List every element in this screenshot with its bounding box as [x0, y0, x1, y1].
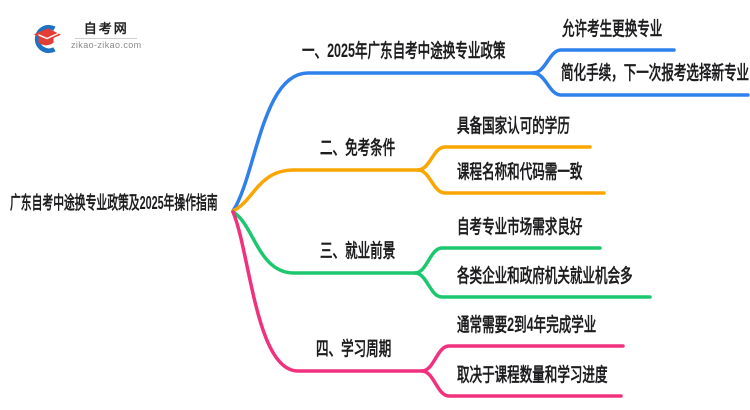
branch-1-child-2: 简化手续，下一次报考选择新专业 — [561, 63, 750, 84]
root-node: 广东自考中途换专业政策及2025年操作指南 — [10, 193, 218, 213]
branch-1-child-2-line — [531, 71, 750, 97]
branch-1-child-1: 允许考生更换专业 — [562, 19, 663, 40]
logo-divider — [75, 38, 138, 39]
branch-4-main-line — [231, 210, 424, 373]
branch-2-label: 二、免考条件 — [320, 138, 396, 159]
branch-4-child-2: 取决于课程数量和学习进度 — [457, 365, 608, 386]
site-logo: 自考网 zikao-zikao.com — [28, 22, 142, 54]
branch-3-child-2-line — [413, 271, 652, 299]
branch-4-child-1: 通常需要2到4年完成学业 — [457, 315, 597, 336]
logo-domain: zikao-zikao.com — [71, 40, 142, 50]
branch-3-child-2: 各类企业和政府机关就业机会多 — [457, 266, 633, 287]
branch-2-child-2-line — [416, 168, 606, 195]
branch-2-child-1: 具备国家认可的学历 — [457, 116, 570, 137]
branch-3-main-line — [231, 210, 417, 275]
branch-1-main-line — [231, 71, 535, 213]
branch-3-child-1: 自考专业市场需求良好 — [457, 217, 583, 238]
branch-2-child-2: 课程名称和代码需一致 — [457, 162, 583, 183]
logo-title: 自考网 — [83, 21, 129, 36]
graduation-cap-icon — [33, 24, 61, 54]
branch-3-label: 三、就业前景 — [320, 241, 396, 262]
branch-2-main-line — [231, 168, 420, 213]
branch-4-child-2-line — [420, 369, 623, 398]
branch-4-label: 四、学习周期 — [316, 339, 392, 360]
branch-1-label: 一、2025年广东自考中途换专业政策 — [302, 41, 506, 62]
logo-text: 自考网 zikao-zikao.com — [71, 21, 142, 51]
